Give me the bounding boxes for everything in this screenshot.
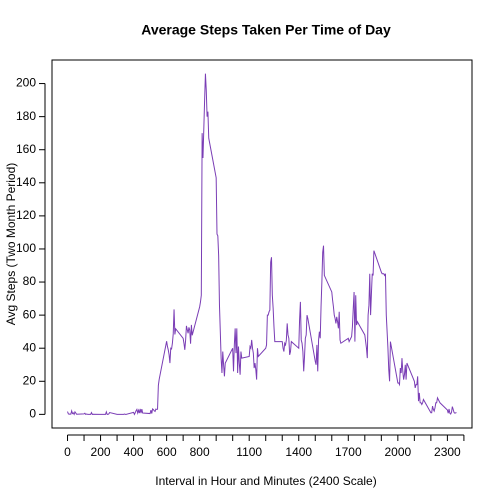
x-tick-label: 200: [91, 445, 111, 459]
x-tick-label: 600: [157, 445, 177, 459]
y-tick-label: 20: [23, 373, 37, 387]
y-axis-label: Avg Steps (Two Month Period): [4, 163, 18, 326]
chart-title: Average Steps Taken Per Time of Day: [141, 22, 391, 38]
x-tick-label: 1400: [285, 445, 312, 459]
plot-box: [51, 59, 473, 429]
x-tick-label: 2300: [434, 445, 461, 459]
y-tick-label: 160: [16, 142, 36, 156]
data-line: [67, 73, 457, 416]
x-tick-label: 400: [124, 445, 144, 459]
x-tick-label: 2000: [384, 445, 411, 459]
y-tick-label: 0: [29, 407, 36, 421]
y-tick-label: 100: [16, 241, 36, 255]
y-tick-label: 200: [16, 76, 36, 90]
y-tick-label: 120: [16, 208, 36, 222]
x-axis-label: Interval in Hour and Minutes (2400 Scale…: [155, 474, 376, 488]
y-tick-label: 180: [16, 109, 36, 123]
x-tick-label: 0: [64, 445, 71, 459]
x-tick-label: 1100: [236, 445, 262, 459]
y-tick-label: 40: [23, 340, 37, 354]
y-tick-label: 80: [23, 274, 37, 288]
x-tick-label: 1700: [335, 445, 362, 459]
y-tick-label: 140: [16, 175, 36, 189]
x-tick-label: 800: [190, 445, 210, 459]
y-tick-label: 60: [23, 307, 37, 321]
